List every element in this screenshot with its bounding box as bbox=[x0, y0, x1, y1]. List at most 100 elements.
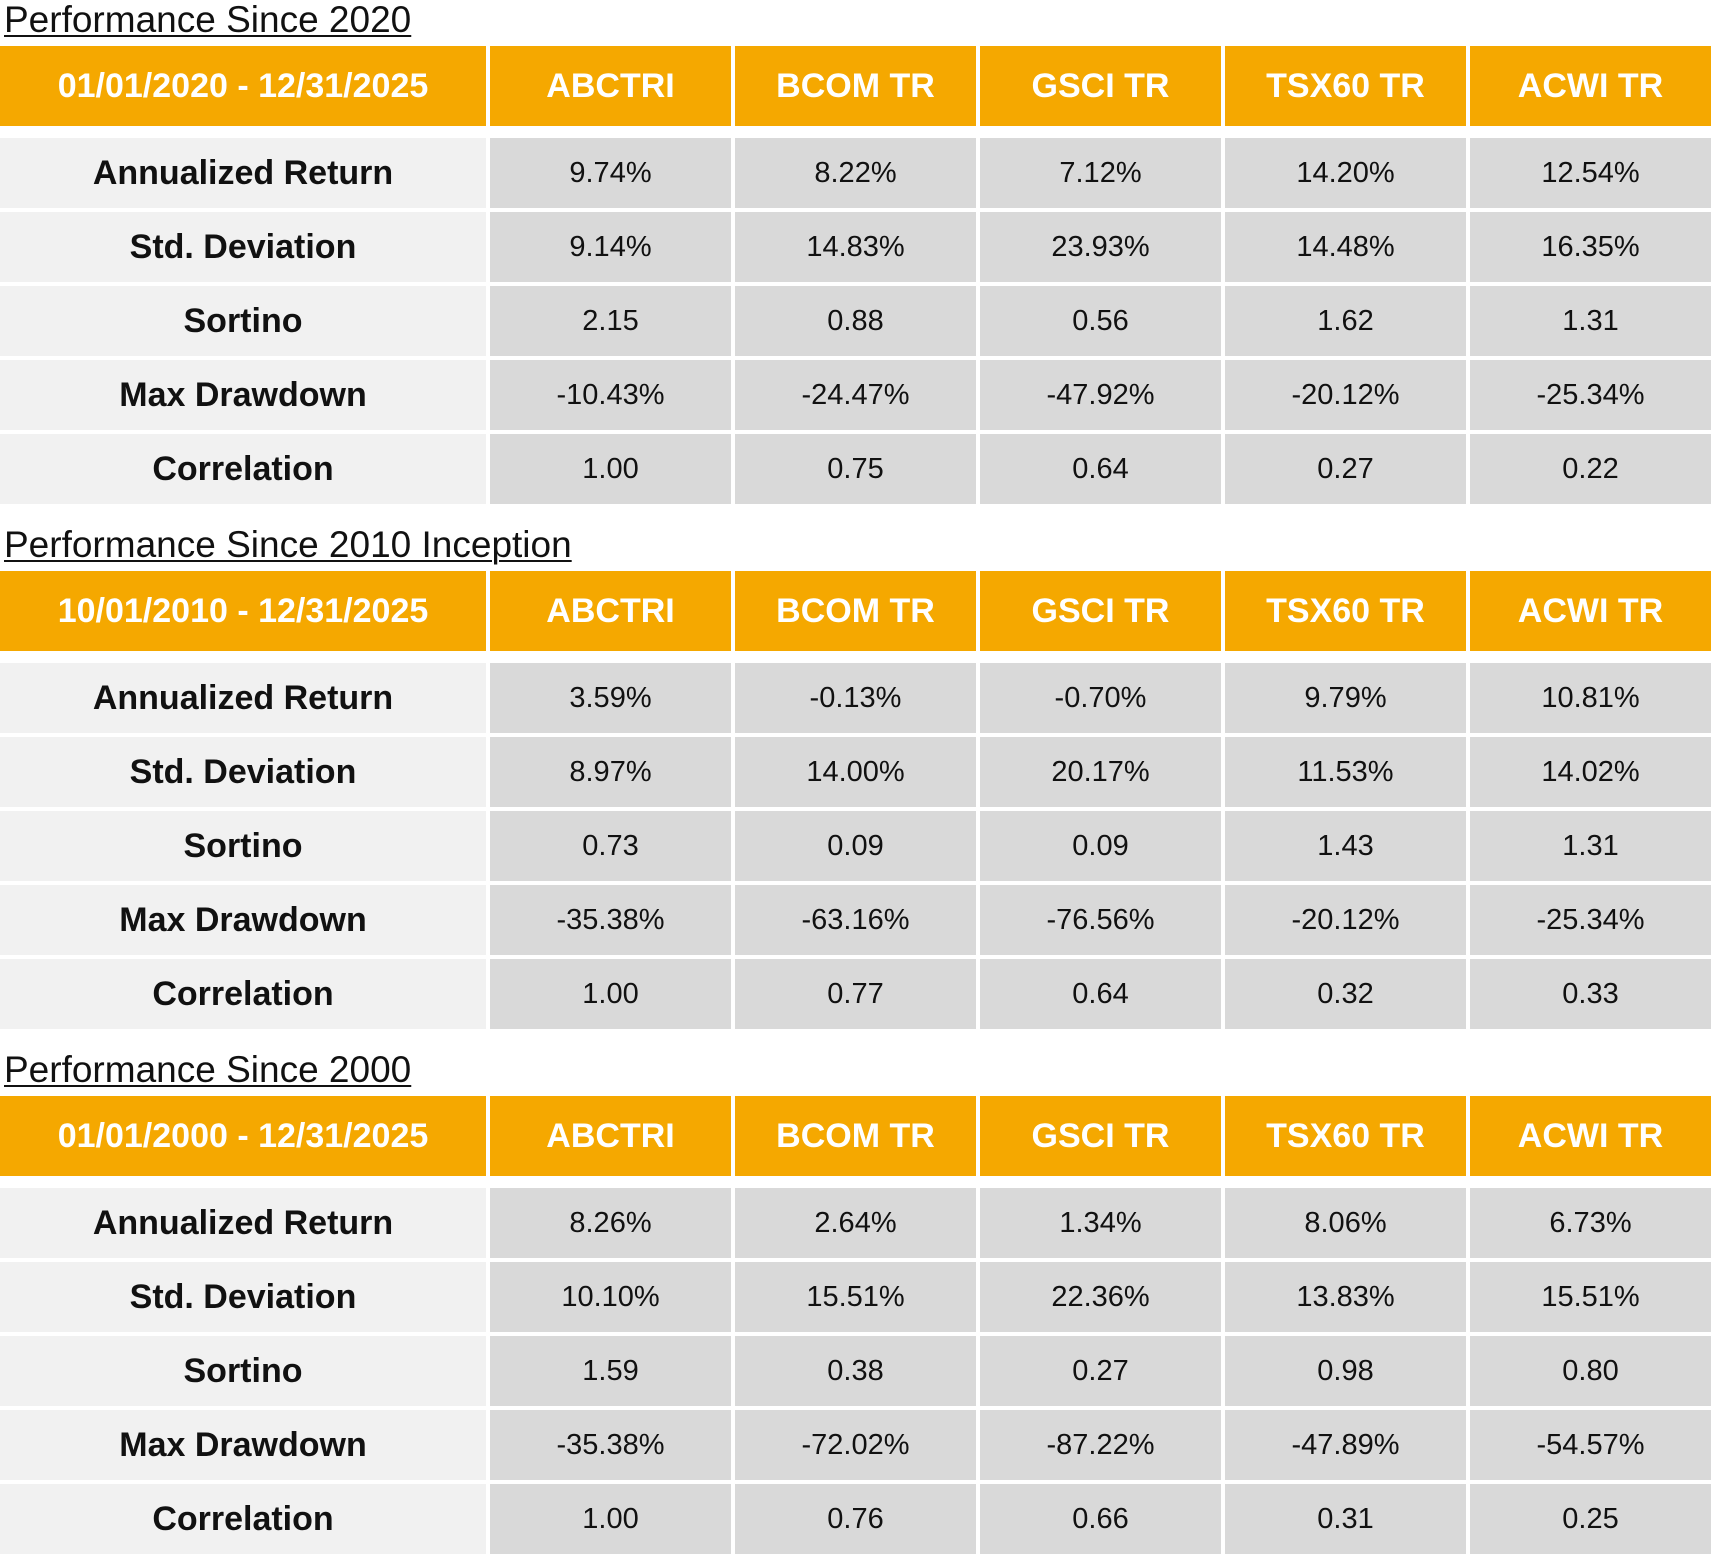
table-row: Std. Deviation 10.10% 15.51% 22.36% 13.83% 15… bbox=[0, 1262, 1711, 1332]
section-title: Performance Since 2020 bbox=[4, 0, 412, 40]
metric-value: 8.06% bbox=[1225, 1188, 1466, 1258]
metric-value: 1.59 bbox=[490, 1336, 731, 1406]
metric-value: 6.73% bbox=[1470, 1188, 1711, 1258]
table-row: Std. Deviation 9.14% 14.83% 23.93% 14.48% 16.… bbox=[0, 212, 1711, 282]
metric-value: -47.89% bbox=[1225, 1410, 1466, 1480]
table-row: Annualized Return 9.74% 8.22% 7.12% 14.20% 12… bbox=[0, 138, 1711, 208]
metric-value: 0.27 bbox=[1225, 434, 1466, 504]
metric-value: 0.38 bbox=[735, 1336, 976, 1406]
row-label: Std. Deviation bbox=[0, 212, 486, 282]
metric-value: 0.66 bbox=[980, 1484, 1221, 1554]
row-label: Annualized Return bbox=[0, 663, 486, 733]
header-spacer bbox=[0, 655, 1711, 659]
section-title: Performance Since 2010 Inception bbox=[4, 524, 572, 565]
metric-value: 15.51% bbox=[735, 1262, 976, 1332]
metric-value: -87.22% bbox=[980, 1410, 1221, 1480]
metric-value: 0.64 bbox=[980, 959, 1221, 1029]
metric-value: -47.92% bbox=[980, 360, 1221, 430]
header-row: 10/01/2010 - 12/31/2025 ABCTRI BCOM TR GSCI… bbox=[0, 571, 1711, 651]
metric-value: 1.31 bbox=[1470, 811, 1711, 881]
row-label: Sortino bbox=[0, 286, 486, 356]
metric-value: 9.74% bbox=[490, 138, 731, 208]
column-header: TSX60 TR bbox=[1225, 46, 1466, 126]
metric-value: 0.09 bbox=[980, 811, 1221, 881]
metric-value: 14.20% bbox=[1225, 138, 1466, 208]
column-header: TSX60 TR bbox=[1225, 1096, 1466, 1176]
metric-value: 8.26% bbox=[490, 1188, 731, 1258]
performance-table: 01/01/2020 - 12/31/2025 ABCTRI BCOM TR GSCI… bbox=[0, 42, 1715, 508]
metric-value: 0.73 bbox=[490, 811, 731, 881]
metric-value: -54.57% bbox=[1470, 1410, 1711, 1480]
row-label: Std. Deviation bbox=[0, 737, 486, 807]
metric-value: 14.00% bbox=[735, 737, 976, 807]
metric-value: 0.77 bbox=[735, 959, 976, 1029]
metric-value: 1.00 bbox=[490, 959, 731, 1029]
metric-value: 1.43 bbox=[1225, 811, 1466, 881]
column-header: BCOM TR bbox=[735, 1096, 976, 1176]
metric-value: 12.54% bbox=[1470, 138, 1711, 208]
metric-value: -35.38% bbox=[490, 1410, 731, 1480]
metric-value: -35.38% bbox=[490, 885, 731, 955]
metric-value: 14.83% bbox=[735, 212, 976, 282]
table-row: Max Drawdown -10.43% -24.47% -47.92% -20.12%… bbox=[0, 360, 1711, 430]
header-spacer bbox=[0, 1180, 1711, 1184]
column-header: GSCI TR bbox=[980, 1096, 1221, 1176]
row-label: Annualized Return bbox=[0, 138, 486, 208]
metric-value: 9.79% bbox=[1225, 663, 1466, 733]
performance-table: 01/01/2000 - 12/31/2025 ABCTRI BCOM TR GSCI… bbox=[0, 1092, 1715, 1558]
header-row: 01/01/2000 - 12/31/2025 ABCTRI BCOM TR GSCI… bbox=[0, 1096, 1711, 1176]
period-header: 10/01/2010 - 12/31/2025 bbox=[0, 571, 486, 651]
period-header: 01/01/2000 - 12/31/2025 bbox=[0, 1096, 486, 1176]
metric-value: 9.14% bbox=[490, 212, 731, 282]
table-row: Correlation 1.00 0.75 0.64 0.27 0.22 bbox=[0, 434, 1711, 504]
row-label: Max Drawdown bbox=[0, 360, 486, 430]
column-header: GSCI TR bbox=[980, 46, 1221, 126]
column-header: GSCI TR bbox=[980, 571, 1221, 651]
header-row: 01/01/2020 - 12/31/2025 ABCTRI BCOM TR GSCI… bbox=[0, 46, 1711, 126]
metric-value: -20.12% bbox=[1225, 360, 1466, 430]
metric-value: 20.17% bbox=[980, 737, 1221, 807]
metric-value: 0.56 bbox=[980, 286, 1221, 356]
row-label: Correlation bbox=[0, 434, 486, 504]
table-row: Max Drawdown -35.38% -72.02% -87.22% -47.89%… bbox=[0, 1410, 1711, 1480]
metric-value: -24.47% bbox=[735, 360, 976, 430]
metric-value: 7.12% bbox=[980, 138, 1221, 208]
metric-value: 2.15 bbox=[490, 286, 731, 356]
metric-value: 10.10% bbox=[490, 1262, 731, 1332]
row-label: Max Drawdown bbox=[0, 1410, 486, 1480]
column-header: ABCTRI bbox=[490, 46, 731, 126]
metric-value: 1.00 bbox=[490, 434, 731, 504]
metric-value: 0.32 bbox=[1225, 959, 1466, 1029]
metric-value: -10.43% bbox=[490, 360, 731, 430]
metric-value: 22.36% bbox=[980, 1262, 1221, 1332]
metric-value: 0.64 bbox=[980, 434, 1221, 504]
metric-value: 0.27 bbox=[980, 1336, 1221, 1406]
metric-value: 14.48% bbox=[1225, 212, 1466, 282]
table-row: Correlation 1.00 0.77 0.64 0.32 0.33 bbox=[0, 959, 1711, 1029]
metric-value: 0.88 bbox=[735, 286, 976, 356]
metric-value: -0.13% bbox=[735, 663, 976, 733]
metric-value: 2.64% bbox=[735, 1188, 976, 1258]
column-header: ACWI TR bbox=[1470, 1096, 1711, 1176]
metric-value: 14.02% bbox=[1470, 737, 1711, 807]
column-header: ABCTRI bbox=[490, 1096, 731, 1176]
row-label: Max Drawdown bbox=[0, 885, 486, 955]
metric-value: 1.34% bbox=[980, 1188, 1221, 1258]
column-header: BCOM TR bbox=[735, 571, 976, 651]
metric-value: 0.75 bbox=[735, 434, 976, 504]
period-header: 01/01/2020 - 12/31/2025 bbox=[0, 46, 486, 126]
table-row: Std. Deviation 8.97% 14.00% 20.17% 11.53% 14.… bbox=[0, 737, 1711, 807]
metric-value: -72.02% bbox=[735, 1410, 976, 1480]
row-label: Sortino bbox=[0, 811, 486, 881]
row-label: Std. Deviation bbox=[0, 1262, 486, 1332]
row-label: Sortino bbox=[0, 1336, 486, 1406]
metric-value: 1.62 bbox=[1225, 286, 1466, 356]
metric-value: 0.31 bbox=[1225, 1484, 1466, 1554]
metric-value: 16.35% bbox=[1470, 212, 1711, 282]
metric-value: 0.33 bbox=[1470, 959, 1711, 1029]
table-row: Sortino 2.15 0.88 0.56 1.62 1.31 bbox=[0, 286, 1711, 356]
column-header: BCOM TR bbox=[735, 46, 976, 126]
metric-value: 0.80 bbox=[1470, 1336, 1711, 1406]
column-header: TSX60 TR bbox=[1225, 571, 1466, 651]
